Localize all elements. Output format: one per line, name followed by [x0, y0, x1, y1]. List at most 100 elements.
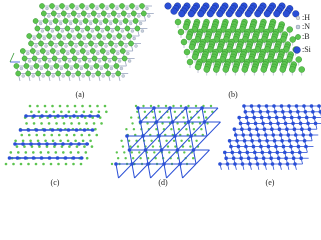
atom-si — [230, 150, 235, 155]
atom-si — [48, 114, 52, 118]
atom-b — [94, 127, 97, 131]
atom-b — [27, 133, 31, 137]
atom-b — [81, 55, 88, 62]
atom-si — [253, 121, 258, 126]
atom-b — [191, 122, 194, 125]
atom-n — [41, 74, 45, 78]
atom-b — [33, 63, 40, 69]
atom-b — [167, 116, 170, 119]
atom-b — [84, 25, 91, 32]
atom-si — [261, 121, 265, 126]
atom-b — [157, 104, 160, 108]
atom-n — [84, 44, 88, 48]
atom-si — [66, 128, 71, 132]
atom-b — [155, 128, 158, 131]
atom-n — [132, 36, 136, 41]
atom-n — [27, 59, 32, 63]
atom-b — [65, 133, 69, 137]
atom-b — [24, 151, 28, 154]
atom-n — [47, 14, 51, 18]
atom-b — [153, 151, 156, 154]
atom-si — [80, 114, 84, 118]
atom-b — [83, 145, 86, 148]
atom-b — [77, 151, 80, 154]
atom-n — [19, 66, 24, 71]
atom-si — [235, 10, 243, 18]
atom-si — [235, 139, 239, 143]
atom-si — [297, 115, 302, 120]
atom-si — [253, 150, 257, 155]
atom-b — [68, 116, 72, 119]
atom-b — [170, 128, 173, 131]
atom-b — [91, 55, 98, 62]
atom-b — [194, 104, 198, 108]
atom-b — [99, 3, 105, 9]
legend-label: :H — [302, 13, 310, 22]
atom-b — [164, 104, 168, 108]
atom-si — [15, 156, 20, 160]
atom-b — [51, 139, 55, 143]
atom-si — [272, 139, 277, 143]
si-bond — [190, 135, 194, 151]
atom-b — [103, 63, 110, 69]
atom-si — [268, 121, 273, 126]
atom-b — [58, 104, 62, 108]
atom-b — [49, 3, 55, 9]
atom-b — [50, 48, 56, 54]
atom-b — [165, 139, 168, 142]
atom-b — [110, 48, 116, 54]
atom-b — [31, 55, 38, 62]
atom-b — [32, 151, 35, 154]
atom-b — [51, 10, 57, 17]
atom-n — [71, 74, 75, 78]
atom-b — [270, 66, 277, 73]
atom-b — [129, 3, 135, 9]
atom-b — [23, 145, 26, 148]
atom-b — [32, 18, 39, 24]
si-bond — [156, 121, 160, 137]
atom-si — [270, 127, 274, 131]
atom-n — [52, 36, 56, 41]
atom-b — [44, 139, 47, 143]
si-bond — [172, 107, 187, 123]
atom-n — [64, 44, 68, 48]
atom-n — [90, 29, 95, 33]
atom-n — [127, 59, 132, 63]
atom-n — [118, 21, 123, 26]
atom-n — [89, 66, 94, 71]
legend-swatch — [295, 34, 301, 40]
atom-b — [61, 55, 68, 62]
atom-si — [127, 148, 132, 152]
atom-b — [158, 110, 162, 114]
atom-b — [19, 162, 23, 166]
atom-b — [260, 66, 267, 73]
atom-n — [97, 14, 101, 18]
atom-b — [60, 145, 64, 148]
atom-si — [186, 120, 191, 124]
atom-n — [104, 44, 108, 48]
atom-b — [52, 110, 56, 114]
atom-n — [135, 6, 139, 11]
atom-b — [42, 133, 46, 137]
atom-si — [216, 10, 224, 18]
si-bond — [126, 135, 130, 151]
atom-n — [116, 51, 120, 56]
atom-si — [257, 104, 261, 108]
atom-b — [29, 139, 32, 143]
atom-si — [244, 115, 249, 120]
atom-si — [232, 127, 237, 131]
atom-si — [303, 110, 308, 114]
atom-si — [312, 115, 317, 120]
atom-si — [307, 127, 312, 131]
atom-si — [293, 162, 297, 166]
atom-b — [75, 70, 81, 77]
atom-si — [244, 10, 252, 18]
atom-b — [101, 55, 108, 62]
atom-n — [77, 14, 81, 18]
atom-si — [85, 142, 89, 146]
atom-b — [70, 122, 73, 125]
atom-b — [116, 33, 122, 39]
atom-b — [63, 63, 70, 69]
atom-n — [55, 6, 59, 11]
atom-n — [75, 6, 79, 11]
